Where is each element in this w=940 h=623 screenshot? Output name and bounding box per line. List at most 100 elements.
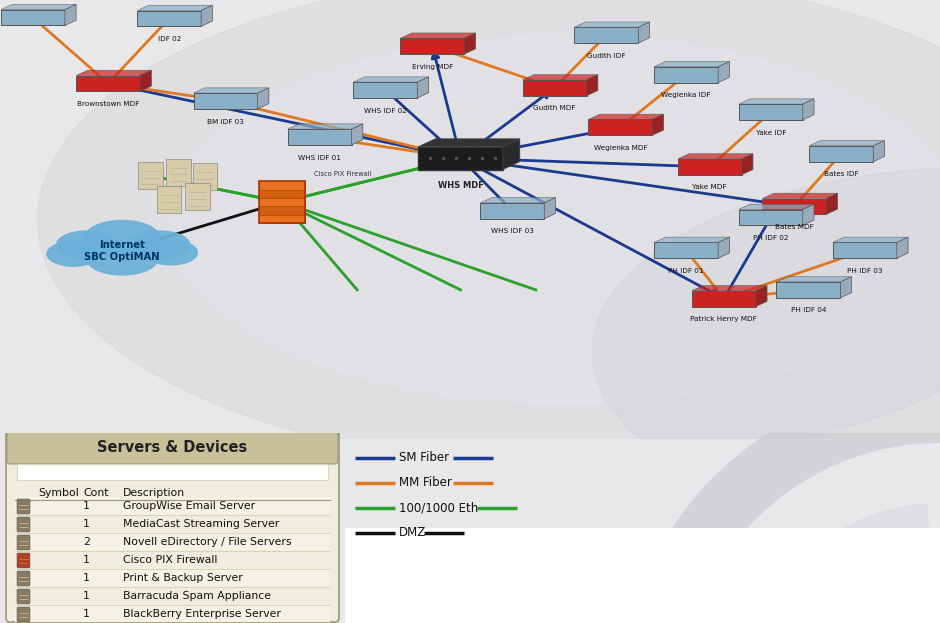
Text: WHS IDF 03: WHS IDF 03 <box>491 229 534 234</box>
Polygon shape <box>544 197 556 219</box>
Polygon shape <box>741 503 930 623</box>
Text: WHS IDF 02: WHS IDF 02 <box>364 108 407 113</box>
Text: Bates IDF: Bates IDF <box>824 171 858 178</box>
Text: DMZ: DMZ <box>399 526 426 540</box>
Text: Wegienka IDF: Wegienka IDF <box>662 92 711 98</box>
Text: PH IDF 03: PH IDF 03 <box>847 268 883 274</box>
Polygon shape <box>353 77 429 82</box>
Circle shape <box>38 0 940 465</box>
Polygon shape <box>523 80 587 96</box>
FancyBboxPatch shape <box>15 515 330 532</box>
Polygon shape <box>194 93 258 109</box>
Text: Internet
SBC OptiMAN: Internet SBC OptiMAN <box>85 240 160 262</box>
Text: BlackBerry Enterprise Server: BlackBerry Enterprise Server <box>123 609 281 619</box>
Text: Wegienka MDF: Wegienka MDF <box>593 145 648 151</box>
Text: Cisco PIX Firewall: Cisco PIX Firewall <box>123 555 217 565</box>
Polygon shape <box>809 146 873 161</box>
FancyBboxPatch shape <box>15 569 330 586</box>
Circle shape <box>86 242 158 275</box>
Polygon shape <box>1 4 76 10</box>
Polygon shape <box>1 10 65 26</box>
Polygon shape <box>65 4 76 26</box>
Polygon shape <box>353 82 417 98</box>
Text: Gudith IDF: Gudith IDF <box>588 53 625 59</box>
Polygon shape <box>654 242 718 259</box>
Polygon shape <box>762 193 838 199</box>
Polygon shape <box>503 139 520 169</box>
Polygon shape <box>76 70 151 75</box>
Polygon shape <box>739 209 803 226</box>
Polygon shape <box>259 189 305 198</box>
FancyBboxPatch shape <box>17 589 30 604</box>
Text: PH IDF 02: PH IDF 02 <box>753 235 789 241</box>
FancyBboxPatch shape <box>345 528 940 623</box>
Polygon shape <box>76 75 140 92</box>
Polygon shape <box>137 11 201 26</box>
FancyBboxPatch shape <box>17 535 30 550</box>
Text: Cisco PIX Firewall: Cisco PIX Firewall <box>314 171 371 177</box>
Polygon shape <box>742 154 753 175</box>
Polygon shape <box>201 5 212 26</box>
FancyBboxPatch shape <box>17 499 30 514</box>
Polygon shape <box>654 67 718 83</box>
FancyBboxPatch shape <box>17 553 30 568</box>
Polygon shape <box>288 129 352 145</box>
Polygon shape <box>826 193 838 214</box>
Text: Brownstown MDF: Brownstown MDF <box>77 101 139 107</box>
Polygon shape <box>417 77 429 98</box>
Text: Patrick Henry MDF: Patrick Henry MDF <box>690 316 758 322</box>
Text: SM Fiber: SM Fiber <box>399 452 449 465</box>
FancyBboxPatch shape <box>17 464 328 480</box>
Text: Gudith MDF: Gudith MDF <box>533 105 576 112</box>
Text: 1: 1 <box>83 591 90 601</box>
FancyBboxPatch shape <box>17 607 30 622</box>
FancyBboxPatch shape <box>17 517 30 532</box>
Polygon shape <box>840 277 852 298</box>
Polygon shape <box>654 62 729 67</box>
Polygon shape <box>692 285 767 291</box>
Text: Description: Description <box>123 488 185 498</box>
Polygon shape <box>480 203 544 219</box>
Text: Symbol: Symbol <box>38 488 79 498</box>
Polygon shape <box>588 114 664 120</box>
Polygon shape <box>803 204 814 226</box>
Polygon shape <box>259 206 305 214</box>
Polygon shape <box>259 198 305 206</box>
Polygon shape <box>587 75 598 96</box>
FancyBboxPatch shape <box>157 186 181 214</box>
Polygon shape <box>418 146 503 169</box>
Polygon shape <box>288 124 363 129</box>
Circle shape <box>145 240 197 265</box>
Text: 1: 1 <box>83 501 90 511</box>
Circle shape <box>169 35 940 404</box>
FancyBboxPatch shape <box>15 587 330 604</box>
FancyBboxPatch shape <box>166 159 191 186</box>
Text: Yake IDF: Yake IDF <box>756 130 786 136</box>
Text: WHS MDF: WHS MDF <box>438 181 483 189</box>
Text: IDF 02: IDF 02 <box>158 36 180 42</box>
Text: 1: 1 <box>83 609 90 619</box>
Polygon shape <box>574 22 650 27</box>
Text: Erving MDF: Erving MDF <box>412 64 453 70</box>
Polygon shape <box>574 27 638 43</box>
FancyBboxPatch shape <box>15 605 330 622</box>
FancyBboxPatch shape <box>193 163 217 190</box>
Text: BM IDF 03: BM IDF 03 <box>207 118 244 125</box>
Polygon shape <box>756 285 767 307</box>
Text: 2: 2 <box>83 537 90 547</box>
Text: Novell eDirectory / File Servers: Novell eDirectory / File Servers <box>123 537 291 547</box>
Polygon shape <box>809 141 885 146</box>
Polygon shape <box>194 88 269 93</box>
Polygon shape <box>739 204 814 209</box>
Polygon shape <box>259 214 305 223</box>
Text: 100/1000 Eth: 100/1000 Eth <box>399 502 478 515</box>
Polygon shape <box>678 159 742 175</box>
FancyBboxPatch shape <box>7 432 338 464</box>
Polygon shape <box>400 38 464 54</box>
Text: MM Fiber: MM Fiber <box>399 477 452 490</box>
Circle shape <box>130 231 190 259</box>
Circle shape <box>47 242 100 266</box>
Polygon shape <box>718 62 729 83</box>
Polygon shape <box>620 383 940 623</box>
Circle shape <box>56 231 117 259</box>
